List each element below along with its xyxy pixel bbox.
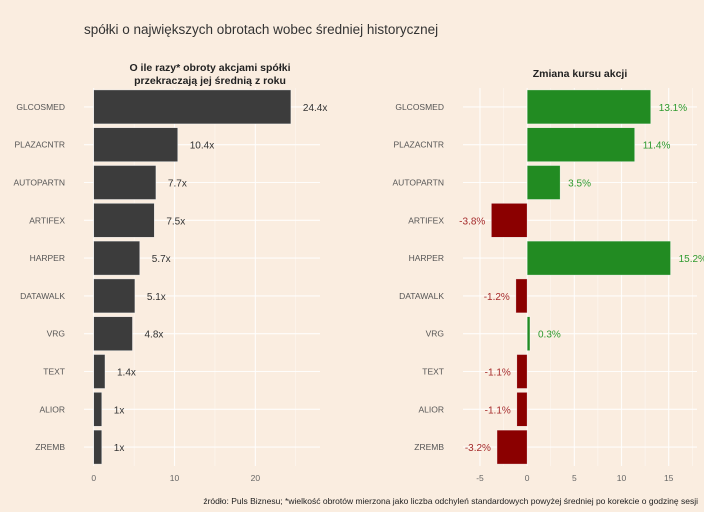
value-label: -3.2% [465,443,491,454]
value-label: 5.7x [152,254,171,265]
left-panel-title-line-1: O ile razy* obroty akcjami spółki [129,62,291,74]
right-panel: -5 0 5 10 15 GLCOSMED 13.1% PLAZACNTR 11.4% AUTOP… [393,88,704,483]
category-label: GLCOSMED [16,102,65,112]
bar-datawalk [515,278,528,314]
value-label: 1x [114,443,125,454]
category-label: ZREMB [35,442,65,452]
bar-text [93,354,106,389]
x-tick-label: 20 [251,473,261,483]
bar-plazacntr [526,127,636,163]
left-panel: 0 10 20 GLCOSMED 24.4x PLAZACNTR 10.4x AUTOPART… [14,88,327,483]
bar-autopartn [93,165,157,200]
value-label: 15.2% [679,254,704,265]
bar-harper [93,240,141,276]
bar-alior [516,391,528,427]
value-label: -3.8% [459,216,485,227]
bar-glcosmed [526,89,652,125]
bar-artifex [491,202,528,238]
bar-artifex [93,202,155,238]
category-label: PLAZACNTR [393,140,444,150]
x-tick-label: 10 [617,473,627,483]
value-label: 10.4x [190,141,214,152]
value-label: 5.1x [147,292,166,303]
category-label: AUTOPARTN [14,178,65,188]
category-label: ALIOR [418,404,444,414]
left-panel-title-line-2: przekraczają jej średnią z roku [134,75,286,87]
category-label: GLCOSMED [395,102,444,112]
category-label: DATAWALK [399,291,444,301]
x-tick-label: 0 [91,473,96,483]
value-label: 24.4x [303,103,327,114]
bar-harper [526,240,671,276]
bar-text [516,354,528,389]
value-label: -1.1% [485,368,511,379]
bar-glcosmed [93,89,292,125]
value-label: 7.5x [166,216,185,227]
x-tick-label: 5 [572,473,577,483]
bar-vrg [526,316,531,352]
chart-title: spółki o największych obrotach wobec śre… [84,22,439,37]
bar-datawalk [93,278,136,314]
category-label: ZREMB [414,442,444,452]
left-panel-title: O ile razy* obroty akcjami spółki przekr… [94,62,326,88]
bar-zremb [93,429,103,465]
category-label: ALIOR [39,404,65,414]
category-label: PLAZACNTR [14,140,65,150]
x-tick-label: -5 [476,473,484,483]
bar-plazacntr [93,127,179,163]
category-label: TEXT [43,367,65,377]
category-label: TEXT [422,367,444,377]
value-label: -1.2% [484,292,510,303]
right-panel-title: Zmiana kursu akcji [532,68,628,80]
x-tick-label: 0 [525,473,530,483]
bar-zremb [496,429,528,465]
value-label: 4.8x [144,330,163,341]
source-caption: źródło: Puls Biznesu; *wielkość obrotów … [203,496,698,506]
bar-vrg [93,316,133,352]
value-label: 3.5% [568,179,591,190]
category-label: ARTIFEX [408,215,444,225]
category-label: HARPER [409,253,444,263]
category-label: DATAWALK [20,291,65,301]
category-label: AUTOPARTN [393,178,444,188]
value-label: 7.7x [168,179,187,190]
value-label: 1x [114,405,125,416]
x-tick-label: 10 [170,473,180,483]
bar-alior [93,391,103,427]
category-label: VRG [47,329,65,339]
value-label: -1.1% [485,405,511,416]
value-label: 13.1% [659,103,687,114]
value-label: 0.3% [538,330,561,341]
category-label: VRG [426,329,444,339]
category-label: ARTIFEX [29,215,65,225]
value-label: 1.4x [117,368,136,379]
bar-autopartn [526,165,561,200]
value-label: 11.4% [643,141,671,152]
category-label: HARPER [30,253,65,263]
x-tick-label: 15 [664,473,674,483]
